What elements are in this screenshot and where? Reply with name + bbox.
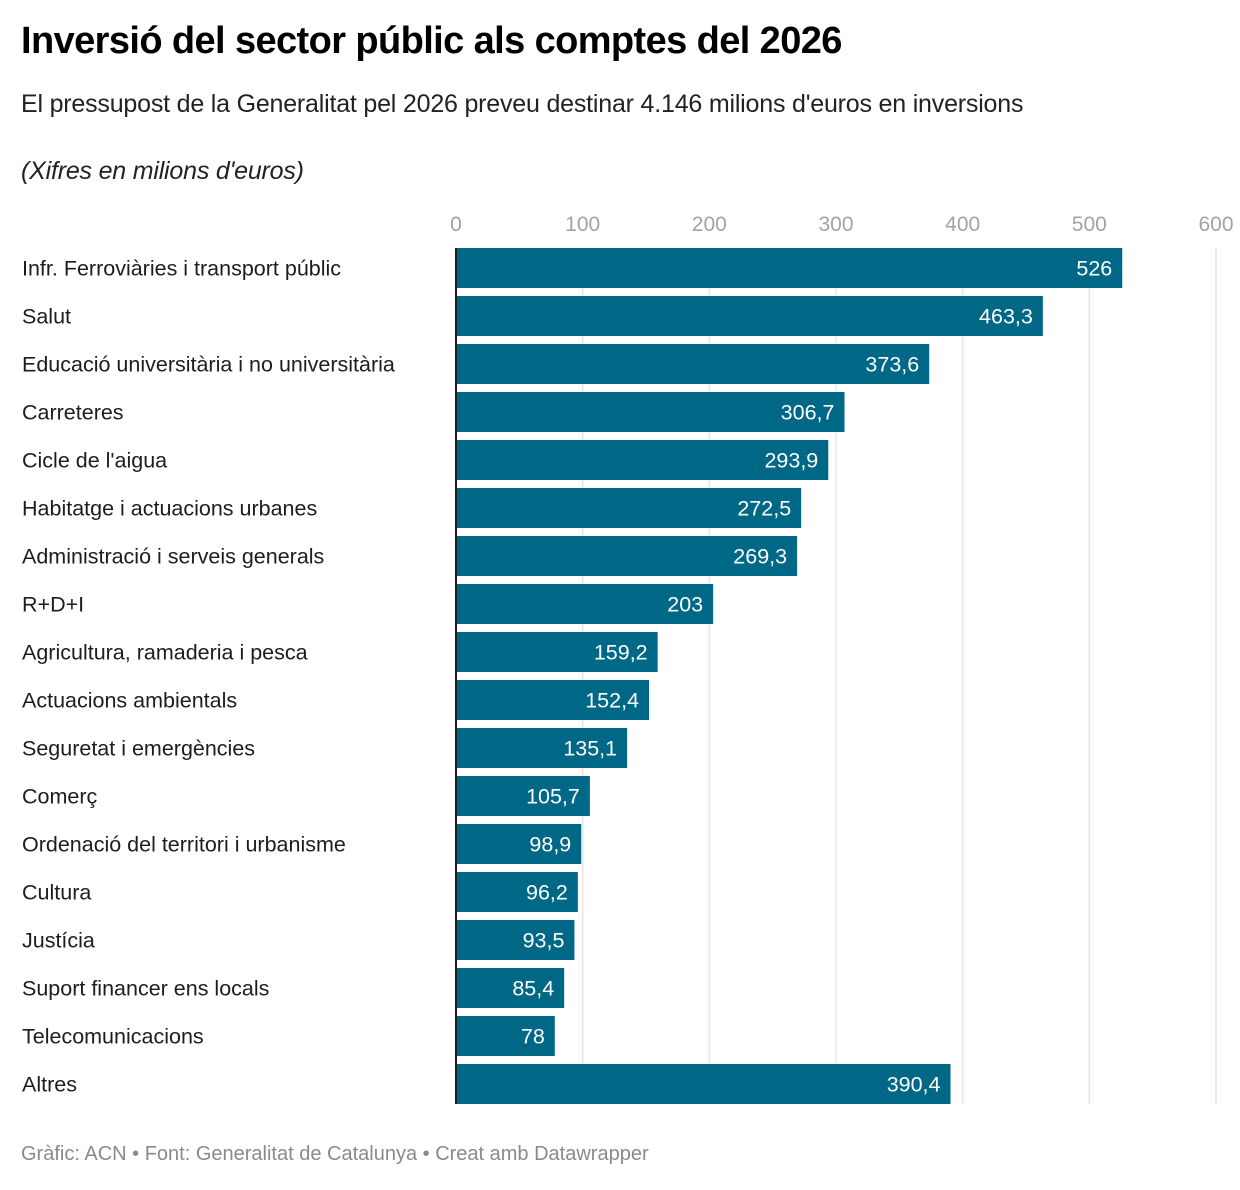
category-label: Altres — [22, 1073, 77, 1097]
value-label: 159,2 — [594, 641, 648, 665]
footer-credit: Gràfic: ACN • Font: Generalitat de Catal… — [21, 1143, 649, 1165]
value-label: 135,1 — [563, 737, 617, 761]
bar — [456, 536, 798, 576]
category-label: Educació universitària i no universitàri… — [22, 353, 395, 377]
category-labels: Infr. Ferroviàries i transport públic Sal… — [22, 257, 395, 1097]
bar — [456, 632, 658, 672]
category-label: Cultura — [22, 881, 91, 905]
category-label: Ordenació del territori i urbanisme — [22, 833, 346, 857]
value-label: 306,7 — [781, 401, 835, 425]
value-label: 152,4 — [585, 689, 639, 713]
category-label: Seguretat i emergències — [22, 737, 255, 761]
bar — [456, 440, 829, 480]
bar — [456, 872, 578, 912]
x-tick-label: 400 — [945, 213, 980, 236]
value-label: 105,7 — [526, 785, 580, 809]
bar — [456, 824, 582, 864]
value-labels: 526 463,3 373,6 306,7 293,9 272,5 269,3 203 159,… — [512, 257, 1112, 1097]
bar — [456, 1064, 951, 1104]
bar — [456, 392, 845, 432]
bar — [456, 344, 930, 384]
value-label: 526 — [1076, 257, 1112, 281]
category-label: R+D+I — [22, 593, 84, 617]
x-tick-label: 500 — [1072, 213, 1107, 236]
value-label: 93,5 — [523, 929, 565, 953]
chart-title: Inversió del sector públic als comptes d… — [21, 20, 842, 62]
bar — [456, 680, 650, 720]
x-axis-ticks: 0 100 200 300 400 500 600 — [450, 213, 1233, 236]
bar — [456, 1016, 555, 1056]
bar — [456, 296, 1043, 336]
value-label: 85,4 — [512, 977, 554, 1001]
x-tick-label: 0 — [450, 213, 462, 236]
value-label: 373,6 — [865, 353, 919, 377]
bar — [456, 248, 1123, 288]
value-label: 203 — [667, 593, 703, 617]
category-label: Telecomunicacions — [22, 1025, 204, 1049]
x-tick-label: 300 — [818, 213, 853, 236]
bar — [456, 728, 628, 768]
x-tick-label: 200 — [692, 213, 727, 236]
category-label: Suport financer ens locals — [22, 977, 269, 1001]
value-label: 390,4 — [887, 1073, 941, 1097]
value-label: 98,9 — [529, 833, 571, 857]
value-label: 78 — [521, 1025, 545, 1049]
category-label: Cicle de l'aigua — [22, 449, 167, 473]
value-label: 463,3 — [979, 305, 1033, 329]
x-tick-label: 100 — [565, 213, 600, 236]
chart-subtitle: El pressupost de la Generalitat pel 2026… — [21, 90, 1024, 118]
x-tick-label: 600 — [1198, 213, 1233, 236]
value-label: 96,2 — [526, 881, 568, 905]
category-label: Actuacions ambientals — [22, 689, 237, 713]
bar — [456, 488, 802, 528]
bar — [456, 968, 565, 1008]
bar — [456, 584, 714, 624]
category-label: Carreteres — [22, 401, 124, 425]
category-label: Agricultura, ramaderia i pesca — [22, 641, 308, 665]
value-label: 272,5 — [737, 497, 791, 521]
category-label: Justícia — [22, 929, 95, 953]
gridlines — [581, 248, 1217, 1104]
category-label: Comerç — [22, 785, 98, 809]
category-label: Administració i serveis generals — [22, 545, 324, 569]
unit-note: (Xifres en milions d'euros) — [21, 157, 304, 185]
bars — [456, 248, 1123, 1104]
category-label: Habitatge i actuacions urbanes — [22, 497, 317, 521]
value-label: 293,9 — [764, 449, 818, 473]
bar — [456, 920, 575, 960]
category-label: Infr. Ferroviàries i transport públic — [22, 257, 341, 281]
bar — [456, 776, 590, 816]
value-label: 269,3 — [733, 545, 787, 569]
category-label: Salut — [22, 305, 71, 329]
